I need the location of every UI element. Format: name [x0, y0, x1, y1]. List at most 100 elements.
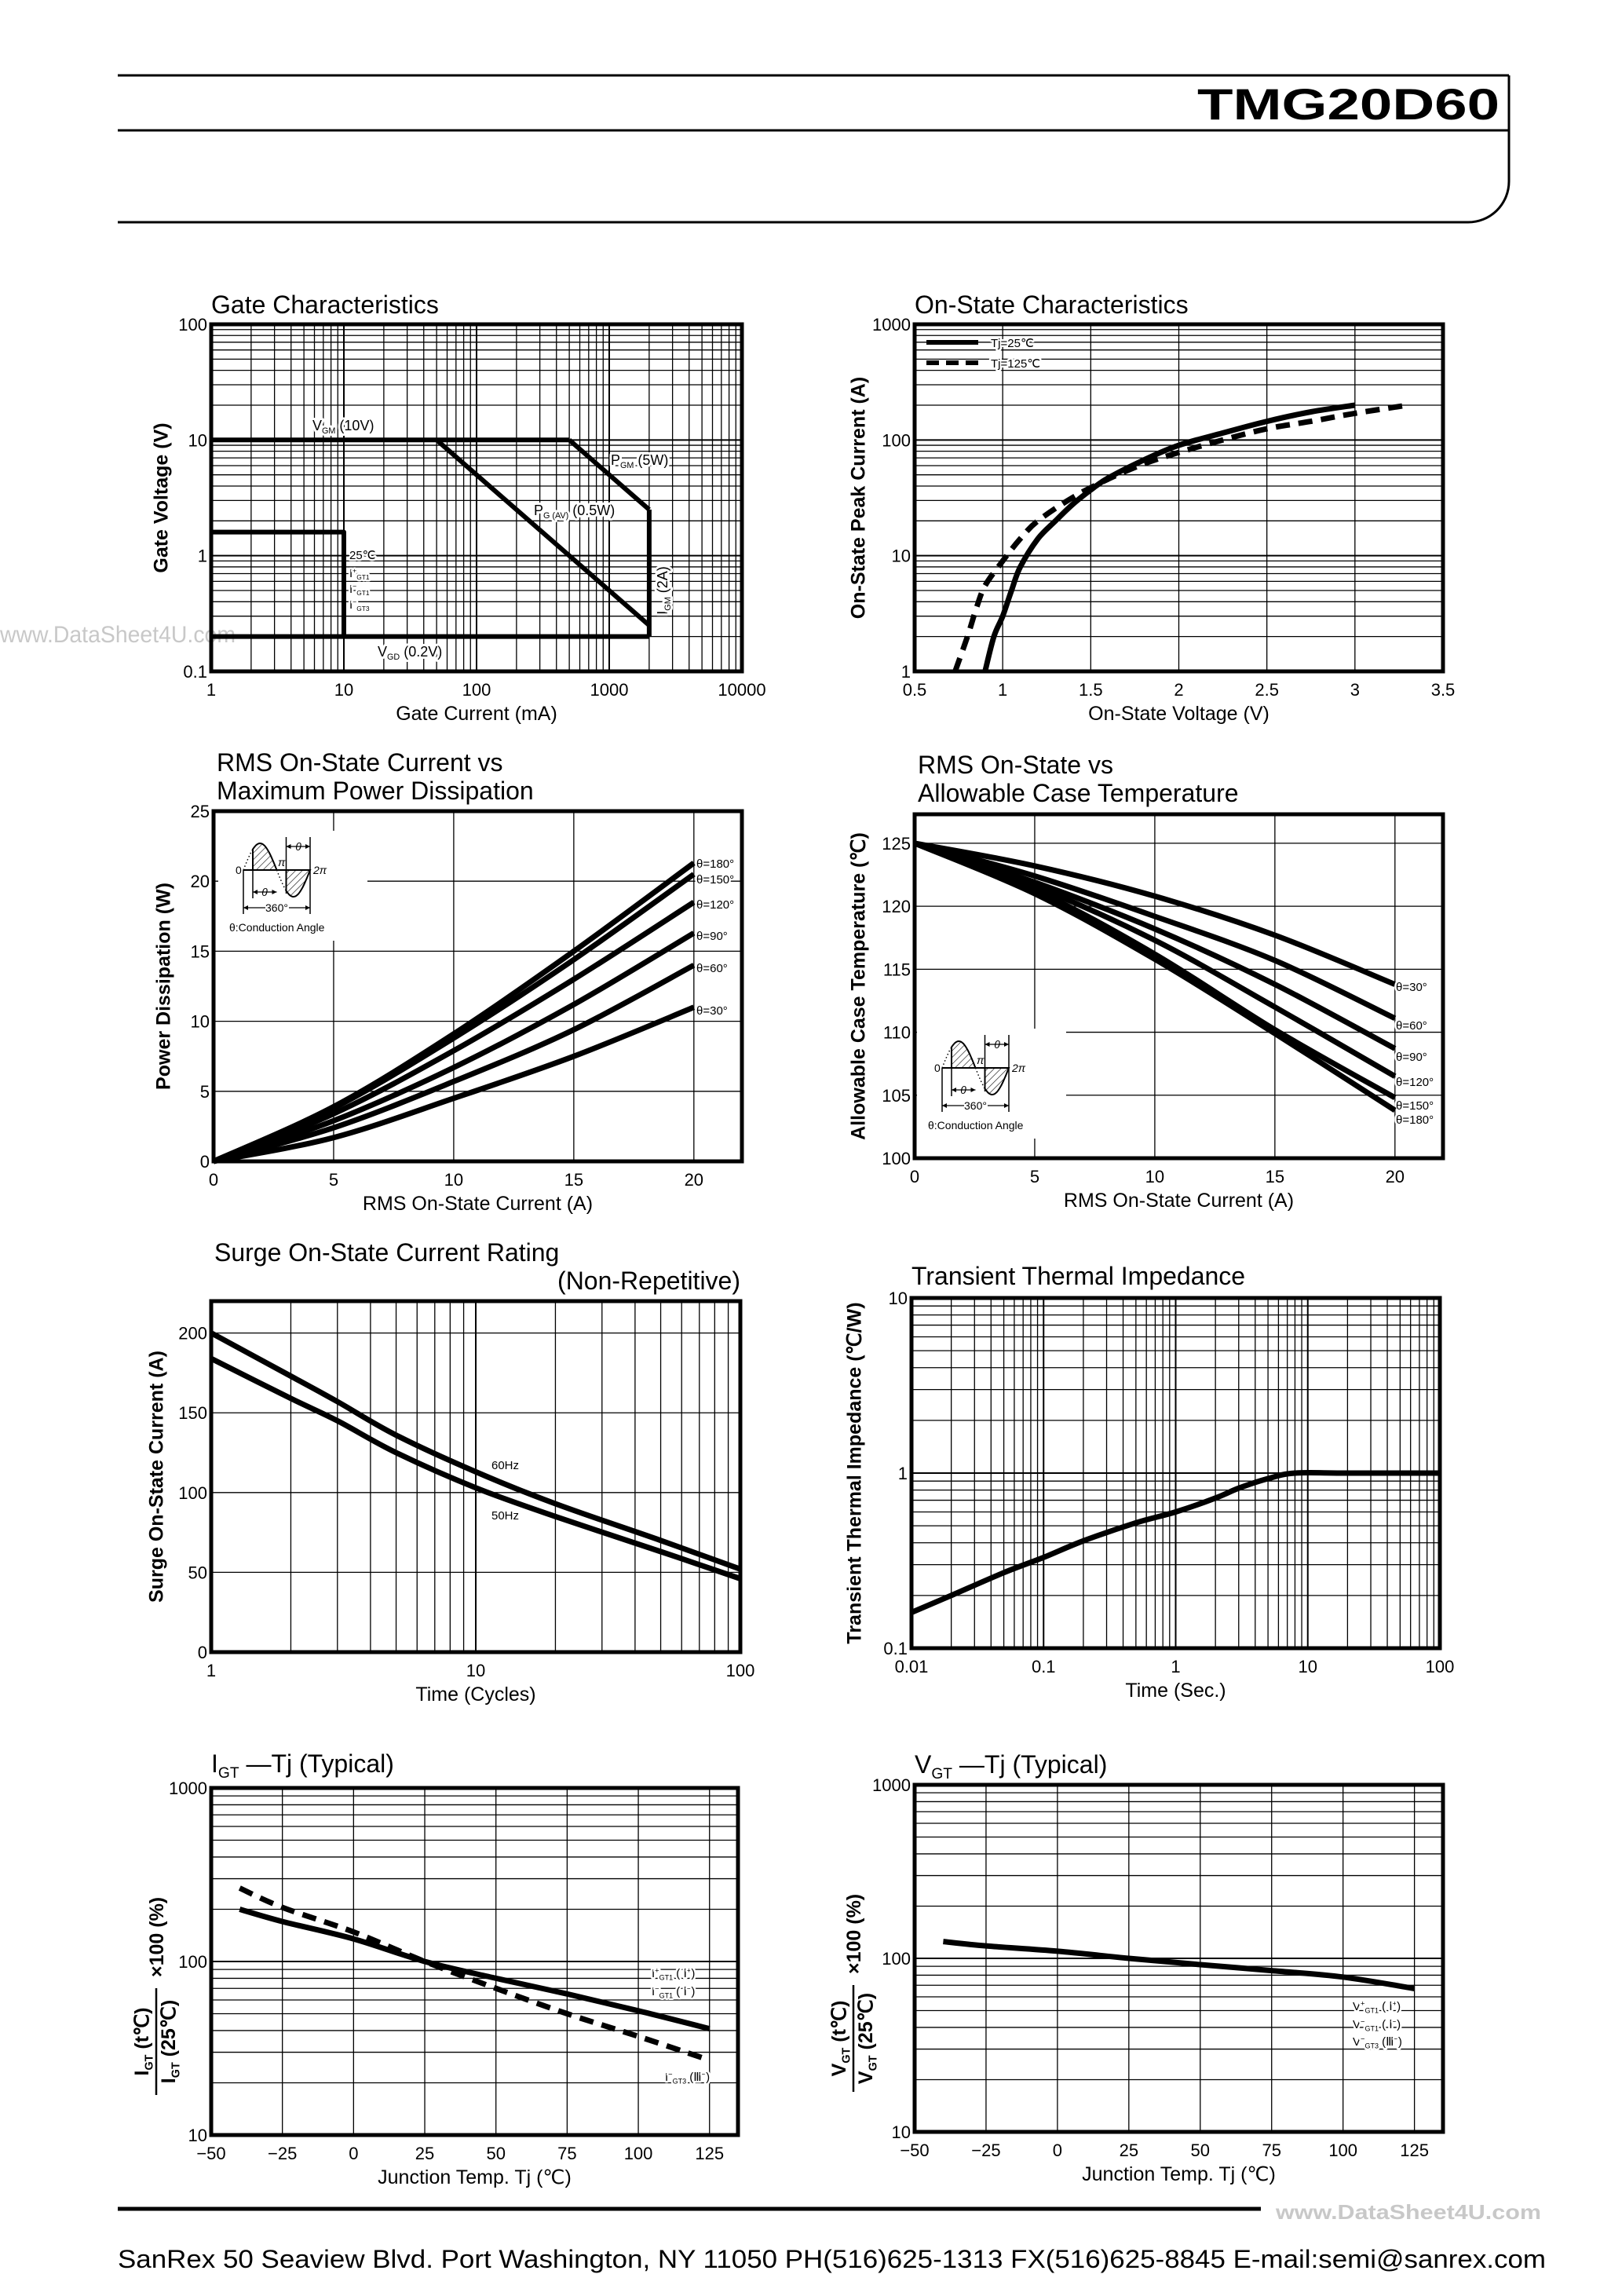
- x-tick-label: 5: [1030, 1167, 1039, 1186]
- y-axis-label: VGT (t℃)VGT (25℃) ×100 (%): [828, 1894, 879, 2092]
- two-pi-label: 2π: [1011, 1062, 1026, 1074]
- pi-label: π: [278, 856, 286, 868]
- series-label: θ=150°: [696, 873, 734, 887]
- y-tick-label: 1: [898, 1464, 908, 1483]
- x-tick-label: 10: [444, 1170, 463, 1190]
- header: TMG20D60: [118, 74, 1511, 224]
- header-bottom-rule: [118, 75, 1511, 224]
- y-tick-label: 10: [892, 547, 911, 566]
- series-line-4: [212, 930, 696, 1164]
- series-label: θ=30°: [1396, 981, 1427, 994]
- y-label-suffix: ×100 (%): [843, 1894, 865, 1974]
- grid: [911, 1298, 1440, 1648]
- series-label: θ=180°: [1396, 1113, 1434, 1127]
- legend-label: Tj=125℃: [991, 357, 1040, 371]
- chart-2: On-State Characteristics Tj=25℃ Tj=125℃ 0.5…: [848, 291, 1456, 725]
- series-line-1: [943, 1939, 1416, 1991]
- plot-frame: [209, 322, 744, 674]
- period-label-bg: [265, 901, 289, 913]
- y-axis-label: Transient Thermal Impedance (℃/W): [844, 1302, 866, 1643]
- side-watermark: www.DataSheet4U.com: [0, 622, 236, 648]
- y-axis-label: On-State Peak Current (A): [848, 377, 870, 619]
- x-tick-label: 10: [466, 1661, 485, 1680]
- x-tick-label: 2: [1174, 680, 1183, 700]
- x-tick-label: 15: [564, 1170, 583, 1190]
- chart-title: VGT —Tj (Typical): [915, 1750, 1107, 1782]
- y-tick-label: 20: [191, 872, 210, 891]
- waveform-dotted: [276, 869, 287, 891]
- annotation: V−GT1 ( Ⅰ−): [1353, 2017, 1401, 2032]
- chart-title: Surge On-State Current Rating: [214, 1238, 559, 1267]
- x-tick-label: 100: [1426, 1657, 1455, 1676]
- y-label-numerator: IGT (t℃): [131, 2008, 155, 2076]
- x-tick-label: 0.01: [895, 1657, 929, 1676]
- y-tick-label: 125: [882, 834, 911, 854]
- y-tick-label: 1000: [872, 1775, 911, 1795]
- x-tick-label: 1: [998, 680, 1007, 700]
- x-tick-label: 15: [1266, 1167, 1284, 1186]
- footer-address: SanRex 50 Seaview Blvd. Port Washington,…: [118, 2245, 1546, 2273]
- x-tick-label: 10: [334, 680, 353, 700]
- chart-title: Maximum Power Dissipation: [217, 777, 534, 805]
- y-tick-label: 0: [198, 1643, 207, 1662]
- chart-title: Transient Thermal Impedance: [911, 1262, 1245, 1290]
- waveform-dotted: [941, 1047, 952, 1069]
- y-tick-label: 120: [882, 897, 911, 916]
- series-line-2: [568, 438, 651, 512]
- annotation: PGM (5W): [611, 452, 668, 470]
- y-tick-label: 110: [883, 1023, 911, 1043]
- x-tick-label: 1000: [590, 680, 629, 700]
- x-axis-label: Time (Sec.): [1125, 1680, 1226, 1702]
- x-tick-label: −50: [900, 2141, 929, 2160]
- chart-title: Gate Characteristics: [211, 291, 439, 319]
- grid: [211, 1301, 740, 1652]
- annotation: I−GT1: [349, 583, 370, 597]
- y-tick-label: 115: [883, 960, 911, 979]
- x-axis-label: RMS On-State Current (A): [1064, 1190, 1294, 1212]
- grid: [915, 324, 1443, 671]
- y-tick-label: 200: [178, 1324, 207, 1344]
- x-tick-label: 1.5: [1079, 680, 1103, 700]
- y-tick-label: 25: [191, 802, 210, 821]
- x-tick-label: 20: [685, 1170, 703, 1190]
- plot-frame: [209, 1786, 740, 2137]
- x-tick-label: 2.5: [1255, 680, 1279, 700]
- y-tick-label: 1: [901, 662, 911, 682]
- conduction-region-positive: [951, 1040, 977, 1069]
- annotation: V+GT1 ( Ⅰ+): [1353, 1999, 1401, 2014]
- x-tick-label: 100: [726, 1661, 755, 1680]
- annotation: 25℃: [349, 549, 376, 562]
- waveform-dotted: [974, 1067, 986, 1089]
- y-axis-label: Allowable Case Temperature (℃): [848, 832, 870, 1140]
- x-tick-label: 1: [1171, 1657, 1180, 1676]
- annotation: I+GT1 ( Ⅰ+): [652, 1966, 695, 1981]
- theta-label: θ: [994, 1038, 1000, 1051]
- conduction-angle-caption: θ:Conduction Angle: [229, 921, 325, 934]
- annotation: VGD (0.2V): [378, 644, 442, 662]
- conduction-angle-diagram: 0 π 2π θ θ 360° θ:Conduction Angle: [928, 1035, 1026, 1132]
- annotation: V−GT3 (Ⅲ−): [1353, 2035, 1402, 2049]
- pi-label: π: [977, 1054, 985, 1066]
- x-tick-label: 0: [910, 1167, 919, 1186]
- two-pi-label: 2π: [312, 864, 327, 876]
- y-axis-label: Gate Voltage (V): [151, 422, 173, 572]
- annotation: PG (AV) (0.5W): [534, 503, 615, 521]
- part-number: TMG20D60: [1197, 79, 1500, 129]
- plot-frame: [209, 1299, 743, 1654]
- chart-8: VGT —Tj (Typical) V+GT1 ( Ⅰ+) V−GT1 ( Ⅰ−) V…: [828, 1750, 1445, 2185]
- x-tick-label: −25: [268, 2144, 297, 2163]
- x-tick-label: 125: [695, 2144, 724, 2163]
- chart-title: RMS On-State vs: [918, 751, 1113, 779]
- conduction-region-negative: [984, 1067, 1010, 1096]
- series-line-2: [914, 840, 1397, 1022]
- y-tick-label: 1000: [872, 315, 911, 335]
- series-line-4: [435, 438, 651, 627]
- series-line-3: [212, 900, 696, 1164]
- period-label-bg: [964, 1099, 988, 1111]
- conduction-angle-caption: θ:Conduction Angle: [928, 1119, 1024, 1132]
- x-axis-label: Junction Temp. Tj (℃): [378, 2166, 572, 2188]
- series-line-2: [210, 1355, 742, 1581]
- y-tick-label: 15: [191, 941, 210, 961]
- y-tick-label: 100: [882, 430, 911, 450]
- y-tick-label: 0: [200, 1152, 210, 1172]
